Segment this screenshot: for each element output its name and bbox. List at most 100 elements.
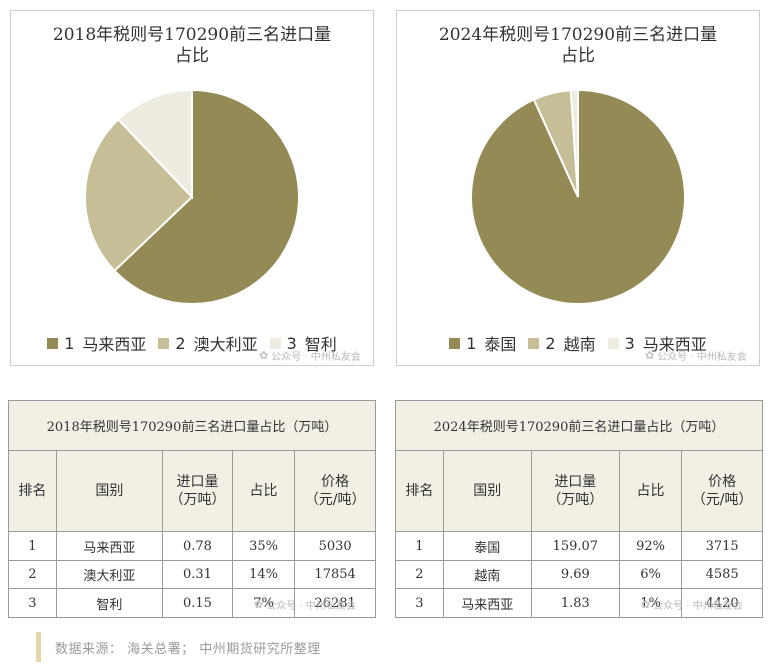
table-cell: 0.15 [162,588,233,618]
pie-chart-2018 [84,88,300,305]
legend-label: 马来西亚 [82,335,147,354]
table-header-cell: 进口量 （万吨） [530,449,620,533]
legend-swatch [607,337,619,349]
table-cell: 3715 [681,531,763,561]
table-header-cell: 进口量 （万吨） [162,449,233,533]
legend-label: 越南 [563,335,596,354]
wechat-icon: ✿ [259,349,269,362]
table-cell: 马来西亚 [55,531,164,561]
table-cell: 越南 [442,559,532,590]
table-header-cell: 价格 （元/吨） [681,449,763,533]
legend-2018: 1 马来西亚 2 澳大利亚 3 智利 [11,331,373,355]
table-header-cell: 价格 （元/吨） [294,449,376,533]
legend-index: 1 [64,333,75,353]
table-cell: 智利 [55,588,164,618]
table-header-cell: 占比 [618,449,683,533]
table-row: 1 泰国 159.07 92% 3715 [395,531,763,561]
table-caption-2024: 2024年税则号170290前三名进口量占比（万吨） [395,400,763,451]
table-header-row: 排名 国别 进口量 （万吨） 占比 价格 （元/吨） [8,449,376,533]
table-cell: 澳大利亚 [55,559,164,590]
table-cell: 马来西亚 [442,588,532,618]
chart-title-2024: 2024年税则号170290前三名进口量 占比 [438,25,718,66]
chart-panel-2018: 2018年税则号170290前三名进口量 占比 1 马来西亚 2 澳大利亚 3 智利 ✿ 公… [10,10,374,366]
legend-label: 泰国 [484,335,517,354]
legend-item: 3 智利 [269,331,337,355]
table-cell: 1% [618,588,683,618]
table-cell: 14% [231,559,296,590]
wechat-icon: ✿ [641,598,651,611]
table-header-row: 排名 国别 进口量 （万吨） 占比 价格 （元/吨） [395,449,763,533]
legend-swatch [47,337,59,349]
table-cell: 9.69 [530,559,620,590]
watermark-text: 公众号 · 中州私友会 [653,601,743,612]
table-cell: 1 [8,531,57,561]
legend-item: 3 马来西亚 [607,331,707,355]
pie-slice-2018-1 [113,88,300,305]
table-cell: 2 [395,559,444,590]
chart-panel-2024: 2024年税则号170290前三名进口量 占比 1 泰国 2 越南 3 马来西亚 ✿ 公众号… [396,10,760,366]
source-accent-bar [36,632,41,662]
legend-index: 2 [545,333,556,353]
table-cell: 2 [8,559,57,590]
pie-slice-2018-2 [84,118,194,273]
legend-index: 1 [466,333,477,353]
legend-2024: 1 泰国 2 越南 3 马来西亚 [397,331,759,355]
legend-swatch [158,337,170,349]
legend-label: 马来西亚 [642,335,707,354]
table-cell: 92% [618,531,683,561]
legend-item: 2 澳大利亚 [158,331,258,355]
table-row: 2 澳大利亚 0.31 14% 17854 [8,559,376,590]
table-cell: 1 [395,531,444,561]
legend-swatch [269,337,281,349]
pie-slice-2024-3 [569,88,579,198]
legend-swatch [449,337,461,349]
wechat-icon: ✿ [645,349,655,362]
table-cell: 1.83 [530,588,620,618]
legend-index: 3 [624,333,635,353]
watermark-text: 公众号 · 中州私友会 [271,352,361,363]
legend-index: 2 [175,333,186,353]
table-row: 2 越南 9.69 6% 4585 [395,559,763,590]
legend-item: 1 泰国 [449,331,516,355]
table-header-cell: 排名 [395,449,444,533]
table-cell: 35% [231,531,296,561]
wechat-icon: ✿ [254,598,264,611]
table-cell: 26281 [294,588,376,618]
legend-label: 智利 [304,335,337,354]
watermark-chart-2018: ✿ 公众号 · 中州私友会 [259,348,361,363]
table-cell: 4585 [681,559,763,590]
watermark-text: 公众号 · 中州私友会 [266,601,356,612]
table-caption-2018: 2018年税则号170290前三名进口量占比（万吨） [8,400,376,451]
table-cell: 0.31 [162,559,233,590]
table-cell: 3 [395,588,444,618]
table-header-cell: 占比 [231,449,296,533]
table-header-cell: 排名 [8,449,57,533]
source-text: 数据来源： 海关总署； 中州期货研究所整理 [55,641,321,657]
table-row: 3 智利 0.15 7% 26281 [8,588,376,618]
legend-item: 1 马来西亚 [47,331,146,355]
watermark-text: 公众号 · 中州私友会 [657,352,747,363]
table-cell: 159.07 [530,531,620,561]
table-cell: 6% [618,559,683,590]
legend-label: 澳大利亚 [193,335,258,354]
table-header-cell: 国别 [55,449,164,533]
table-cell: 3 [8,588,57,618]
watermark-table-2024: ✿ 公众号 · 中州私友会 [641,597,743,612]
table-cell: 4420 [681,588,763,618]
table-cell: 泰国 [442,531,532,561]
pie-chart-2024 [470,88,686,305]
table-cell: 0.78 [162,531,233,561]
table-cell: 5030 [294,531,376,561]
table-2018: 2018年税则号170290前三名进口量占比（万吨） 排名 国别 进口量 （万吨） 占比… [8,400,376,618]
legend-index: 3 [286,333,297,353]
pie-slice-2018-3 [116,88,193,200]
table-header-cell: 国别 [442,449,532,533]
legend-item: 2 越南 [528,331,596,355]
chart-title-2018: 2018年税则号170290前三名进口量 占比 [52,25,332,66]
table-cell: 7% [231,588,296,618]
watermark-chart-2024: ✿ 公众号 · 中州私友会 [645,348,747,363]
table-2024: 2024年税则号170290前三名进口量占比（万吨） 排名 国别 进口量 （万吨） 占比… [395,400,763,618]
watermark-table-2018: ✿ 公众号 · 中州私友会 [254,597,356,612]
table-row: 1 马来西亚 0.78 35% 5030 [8,531,376,561]
table-cell: 17854 [294,559,376,590]
